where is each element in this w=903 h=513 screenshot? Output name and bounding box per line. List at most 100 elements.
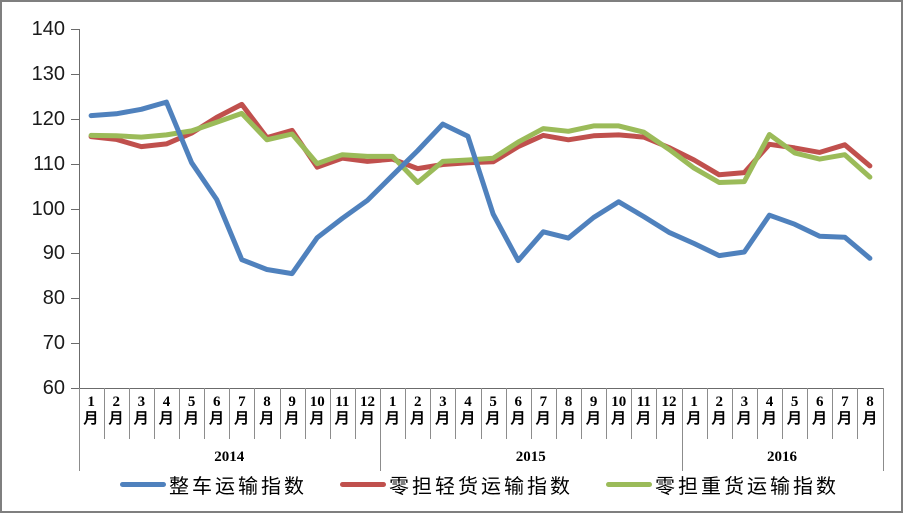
month-suffix: 月 [761,411,777,427]
month-suffix: 月 [259,411,275,427]
year-separator [681,439,683,471]
month-suffix: 月 [284,411,300,427]
month-suffix: 月 [535,411,551,427]
month-separator [882,388,884,439]
month-separator [229,388,231,439]
month-suffix: 月 [359,411,375,427]
y-axis-line [79,29,80,388]
month-number: 2 [112,394,120,410]
month-number: 6 [212,394,221,410]
month-suffix: 月 [560,411,576,427]
month-number: 8 [564,394,573,410]
month-number: 11 [335,394,350,410]
month-separator [832,388,834,439]
legend-item-truckload-index: 整车运输指数 [120,470,307,499]
month-number: 2 [715,394,723,410]
y-tick-mark [71,29,79,30]
month-separator [354,388,356,439]
month-number: 9 [288,394,296,410]
month-suffix: 月 [510,411,526,427]
month-separator [681,388,683,439]
month-number: 2 [413,394,422,410]
month-number: 7 [841,394,849,410]
month-number: 6 [514,394,522,410]
month-number: 9 [589,394,598,410]
month-number: 1 [690,394,698,410]
month-separator [254,388,256,439]
month-suffix: 月 [158,411,174,427]
y-tick-label: 100 [31,197,65,220]
month-suffix: 月 [636,411,652,427]
month-suffix: 月 [435,411,451,427]
month-separator [857,388,859,439]
month-suffix: 月 [812,411,828,427]
month-separator [631,388,633,439]
month-suffix: 月 [184,411,200,427]
y-tick-label: 80 [42,287,65,310]
series-line-1 [88,101,873,178]
month-suffix: 月 [83,411,99,427]
y-tick-mark [71,73,79,75]
month-label-cell: 12 月 [355,394,380,428]
month-separator [78,388,80,439]
year-separator [380,439,381,471]
month-separator [555,388,557,439]
month-separator [581,388,582,439]
month-suffix: 月 [460,411,476,427]
month-suffix: 月 [309,411,325,427]
month-separator [807,388,809,439]
month-suffix: 月 [209,411,225,427]
year-label: 2015 [515,449,546,465]
month-number: 8 [263,394,271,410]
month-suffix: 月 [586,411,602,427]
month-suffix: 月 [485,411,501,427]
month-separator [480,388,482,439]
month-number: 1 [87,394,95,410]
month-number: 7 [238,394,246,410]
month-number: 3 [439,394,447,410]
month-suffix: 月 [736,411,752,427]
month-suffix: 月 [862,411,878,427]
month-number: 12 [359,394,375,410]
month-separator [756,388,758,439]
month-separator [405,388,407,439]
month-number: 3 [137,394,146,410]
month-suffix: 月 [611,411,627,427]
month-label-cell: 11 月 [631,394,656,428]
legend-label: 零担重货运输指数 [655,475,839,498]
y-tick-mark [71,253,79,255]
month-number: 4 [464,394,472,410]
month-number: 10 [611,394,627,410]
y-tick-label: 140 [31,18,65,40]
month-label-cell: 10 月 [606,394,631,428]
legend-line-swatch-green [606,481,652,487]
month-separator [304,388,306,439]
year-label: 2014 [214,449,245,465]
month-suffix: 月 [661,411,677,427]
month-separator [782,388,783,439]
y-tick-mark [71,208,79,210]
legend-item-ltl-heavy-index: 零担重货运输指数 [606,470,839,499]
month-separator [455,388,457,439]
month-separator [656,388,658,439]
legend-line-swatch-blue [120,481,166,487]
month-number: 4 [162,394,171,410]
month-separator [329,388,331,439]
